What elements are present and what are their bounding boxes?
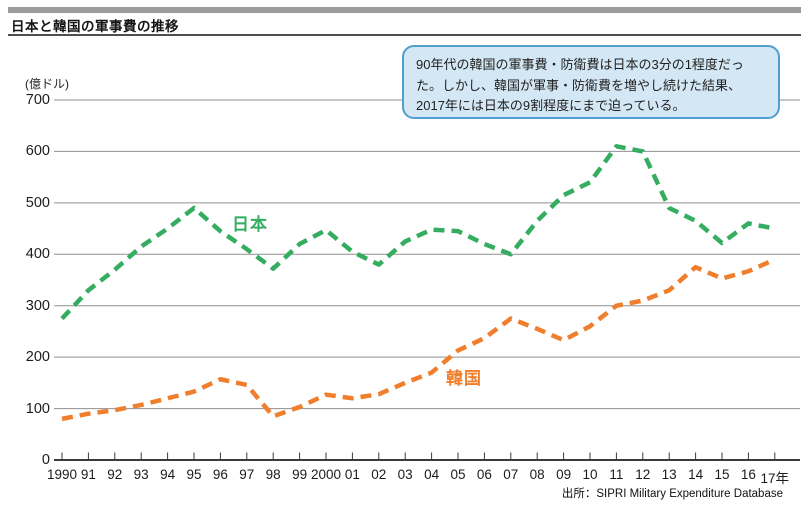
x-axis-label: 08 (529, 467, 545, 482)
x-axis-label: 15 (714, 467, 730, 482)
x-axis-label: 95 (186, 467, 202, 482)
x-axis-label: 94 (160, 467, 176, 482)
x-axis-label: 91 (80, 467, 96, 482)
y-axis-label: 400 (25, 246, 50, 263)
series-line-japan (60, 144, 776, 321)
x-axis-label: 13 (661, 467, 677, 482)
x-axis-label: 2000 (310, 467, 342, 482)
y-axis-label: 100 (25, 400, 50, 417)
y-axis-label: 300 (25, 297, 50, 314)
y-axis-label: 600 (25, 143, 50, 160)
source-text: 出所：SIPRI Military Expenditure Database (561, 488, 783, 500)
x-axis-label: 09 (556, 467, 572, 482)
x-axis-label: 07 (503, 467, 519, 482)
series-line-korea (61, 257, 776, 422)
x-axis-label: 16 (740, 467, 756, 482)
x-axis-label: 96 (212, 467, 228, 482)
x-axis-label: 92 (107, 467, 123, 482)
y-axis-unit-label: (億ドル) (25, 77, 69, 91)
x-axis-label: 06 (476, 467, 492, 482)
series-label-japan: 日本 (232, 215, 268, 234)
series-label-korea: 韓国 (446, 369, 482, 388)
x-axis-label: 93 (133, 467, 149, 482)
x-axis-label: 01 (344, 467, 360, 482)
callout-box: 90年代の韓国の軍事費・防衛費は日本の3分の1程度だった。しかし、韓国が軍事・防… (402, 45, 780, 119)
page-title: 日本と韓国の軍事費の推移 (11, 19, 179, 34)
x-axis-label: 03 (397, 467, 413, 482)
header-rule (8, 34, 801, 36)
x-axis-label: 02 (371, 467, 387, 482)
x-axis-label: 12 (635, 467, 651, 482)
x-axis-label: 05 (450, 467, 466, 482)
callout-text: 90年代の韓国の軍事費・防衛費は日本の3分の1程度だった。しかし、韓国が軍事・防… (416, 57, 744, 114)
y-axis-label: 200 (25, 349, 50, 366)
x-axis-label: 98 (265, 467, 281, 482)
y-axis-label: 700 (25, 92, 50, 108)
y-axis-label: 0 (41, 452, 50, 468)
x-axis-label: 14 (688, 467, 704, 482)
x-axis-label: 17年 (760, 471, 790, 486)
x-axis-label: 04 (424, 467, 440, 482)
x-axis-label: 97 (239, 467, 255, 482)
y-axis-label: 500 (25, 194, 50, 211)
x-axis-label: 10 (582, 467, 598, 482)
x-axis-label: 99 (292, 467, 308, 482)
x-axis-label: 11 (609, 467, 624, 482)
x-axis-label: 1990 (46, 467, 78, 482)
header-bar (8, 7, 801, 13)
